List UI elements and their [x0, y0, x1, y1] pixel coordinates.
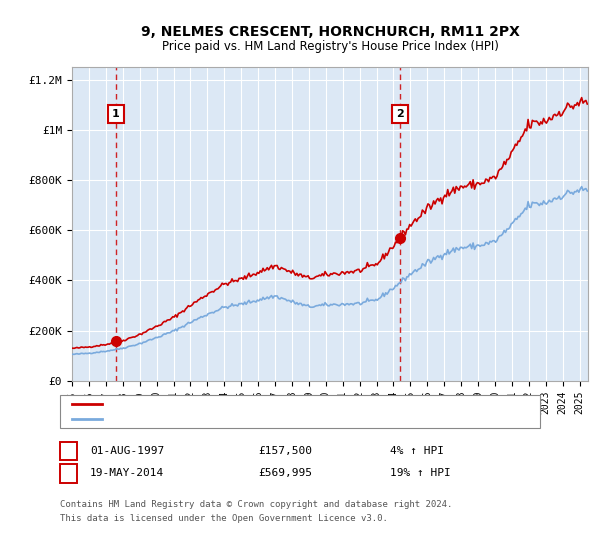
Text: 01-AUG-1997: 01-AUG-1997 [90, 446, 164, 456]
Text: HPI: Average price, detached house, Havering: HPI: Average price, detached house, Have… [108, 414, 383, 424]
Text: This data is licensed under the Open Government Licence v3.0.: This data is licensed under the Open Gov… [60, 514, 388, 523]
Text: 9, NELMES CRESCENT, HORNCHURCH, RM11 2PX: 9, NELMES CRESCENT, HORNCHURCH, RM11 2PX [140, 25, 520, 39]
Text: 19% ↑ HPI: 19% ↑ HPI [390, 468, 451, 478]
Text: 2: 2 [65, 468, 72, 478]
Text: 19-MAY-2014: 19-MAY-2014 [90, 468, 164, 478]
Text: 1: 1 [65, 446, 72, 456]
Text: 9, NELMES CRESCENT, HORNCHURCH, RM11 2PX (detached house): 9, NELMES CRESCENT, HORNCHURCH, RM11 2PX… [108, 399, 464, 409]
Text: Contains HM Land Registry data © Crown copyright and database right 2024.: Contains HM Land Registry data © Crown c… [60, 500, 452, 508]
Text: 2: 2 [396, 109, 404, 119]
Text: 1: 1 [112, 109, 120, 119]
Text: £157,500: £157,500 [258, 446, 312, 456]
Text: 4% ↑ HPI: 4% ↑ HPI [390, 446, 444, 456]
Text: £569,995: £569,995 [258, 468, 312, 478]
Text: Price paid vs. HM Land Registry's House Price Index (HPI): Price paid vs. HM Land Registry's House … [161, 40, 499, 53]
